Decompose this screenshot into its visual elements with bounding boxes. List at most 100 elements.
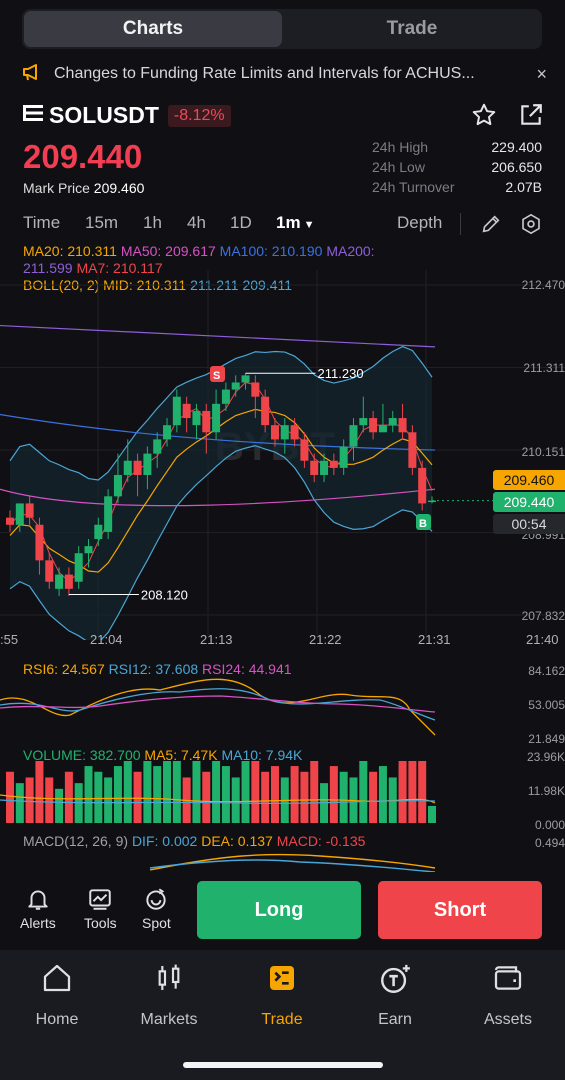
bottom-nav: Home Markets Trade Earn Assets xyxy=(0,950,565,1080)
menu-icon[interactable] xyxy=(23,105,43,126)
candle xyxy=(359,418,368,426)
tf-time[interactable]: Time xyxy=(23,213,61,232)
candle xyxy=(15,503,24,525)
countdown-tag: 00:54 xyxy=(493,514,565,534)
volume-bar xyxy=(15,783,24,823)
macd-axis: 0.494 xyxy=(534,836,565,850)
candles-icon xyxy=(153,962,185,999)
last-price-tag: 209.440 xyxy=(493,492,565,512)
price-axis-2: 210.151 xyxy=(521,445,565,459)
stats-panel: 24h High 229.400 24h Low 206.650 24h Turno… xyxy=(372,139,542,199)
volume-legend: VOLUME: 382.700 MA5: 7.47K MA10: 7.94K xyxy=(23,747,303,763)
boll-lower xyxy=(9,445,433,640)
tf-1h[interactable]: 1h xyxy=(143,213,162,232)
candle xyxy=(35,524,44,561)
candle xyxy=(300,439,309,461)
tf-1m[interactable]: 1m ▼ xyxy=(276,213,315,232)
home-indicator xyxy=(183,1062,383,1068)
long-button[interactable]: Long xyxy=(197,881,361,939)
candle xyxy=(182,403,191,419)
tools-button[interactable]: Tools xyxy=(84,886,117,931)
volume-bar xyxy=(163,761,172,823)
settings-icon[interactable] xyxy=(520,213,542,240)
symbol-name: SOLUSDT xyxy=(49,102,159,128)
candle xyxy=(329,460,338,468)
nav-markets[interactable]: Markets xyxy=(114,962,224,1029)
volume-axis-1: 11.98K xyxy=(527,784,565,798)
bollinger-band xyxy=(10,346,432,640)
megaphone-icon xyxy=(22,63,42,86)
volume-bar xyxy=(398,761,407,823)
nav-trade[interactable]: Trade xyxy=(227,962,337,1029)
pencil-icon[interactable] xyxy=(480,213,502,240)
candle xyxy=(25,503,34,518)
rsi-line xyxy=(0,678,436,736)
volume-bar xyxy=(113,766,122,823)
last-price: 209.440 xyxy=(23,138,143,175)
nav-home[interactable]: Home xyxy=(2,962,112,1029)
candle xyxy=(6,517,14,525)
candle xyxy=(113,474,122,497)
candle xyxy=(143,453,152,475)
rsi-axis-2: 21.849 xyxy=(528,732,565,746)
candle xyxy=(153,439,162,454)
share-icon[interactable] xyxy=(518,102,544,133)
price-axis-4: 207.832 xyxy=(521,609,565,623)
volume-bar xyxy=(35,761,44,823)
volume-bar xyxy=(310,761,319,823)
candle xyxy=(94,524,103,540)
volume-bar xyxy=(300,771,309,823)
price-axis-1: 211.311 xyxy=(523,361,565,375)
candle xyxy=(45,560,54,582)
volume-bar xyxy=(270,766,279,823)
star-icon[interactable] xyxy=(471,102,497,133)
volume-bar xyxy=(94,771,103,823)
announcement-banner[interactable]: Changes to Funding Rate Limits and Inter… xyxy=(22,60,547,88)
candle xyxy=(212,403,221,433)
candle xyxy=(349,425,358,447)
candle xyxy=(241,375,250,383)
stat-turnover: 24h Turnover 2.07B xyxy=(372,179,542,195)
volume-bar xyxy=(428,805,436,823)
tab-trade[interactable]: Trade xyxy=(386,18,438,39)
candle xyxy=(231,382,240,390)
svg-text:S: S xyxy=(213,370,220,382)
timeframe-bar: Time 15m 1h 4h 1D 1m ▼ Depth xyxy=(23,213,543,237)
time-axis: :55 21:04 21:13 21:22 21:31 21:40 xyxy=(0,632,559,647)
tf-depth[interactable]: Depth xyxy=(397,213,443,232)
wallet-icon xyxy=(492,962,524,999)
view-switch: Charts Trade xyxy=(22,9,542,49)
short-button[interactable]: Short xyxy=(378,881,542,939)
volume-bar xyxy=(329,766,338,823)
tab-charts[interactable]: Charts xyxy=(24,11,282,47)
tf-15m[interactable]: 15m xyxy=(85,213,119,232)
rsi-axis-0: 84.162 xyxy=(528,664,565,678)
alerts-button[interactable]: Alerts xyxy=(20,886,56,931)
mark-price: Mark Price 209.460 xyxy=(23,180,145,196)
macd-chart xyxy=(149,853,436,872)
tf-4h[interactable]: 4h xyxy=(187,213,206,232)
candle xyxy=(123,460,132,475)
candle xyxy=(290,425,299,440)
candle xyxy=(202,410,211,433)
symbol-header[interactable]: SOLUSDT -8.12% xyxy=(23,102,231,129)
trade-icon xyxy=(266,962,298,999)
chart-tools-icon xyxy=(87,886,113,915)
close-icon[interactable]: × xyxy=(536,63,547,84)
spot-button[interactable]: Spot xyxy=(142,886,171,931)
candle xyxy=(408,432,417,468)
volume-bar xyxy=(359,761,368,823)
nav-assets[interactable]: Assets xyxy=(453,962,563,1029)
tf-1d[interactable]: 1D xyxy=(230,213,252,232)
volume-bar xyxy=(339,771,348,823)
earn-icon xyxy=(378,962,412,1001)
candle xyxy=(55,574,64,589)
bell-icon xyxy=(25,886,51,915)
nav-earn[interactable]: Earn xyxy=(340,962,450,1029)
candle xyxy=(261,396,270,426)
candle xyxy=(192,410,201,426)
volume-bar xyxy=(261,771,270,823)
rsi-line xyxy=(0,695,436,713)
candle xyxy=(339,446,348,468)
